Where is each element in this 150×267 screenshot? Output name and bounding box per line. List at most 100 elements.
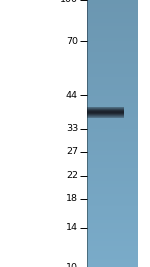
Bar	[87, 237, 138, 238]
Bar	[87, 57, 138, 58]
Bar	[87, 33, 138, 34]
Bar	[87, 226, 138, 227]
Bar	[87, 256, 138, 257]
Bar	[87, 0, 88, 267]
Bar	[87, 125, 138, 126]
Bar	[87, 0, 88, 267]
Bar	[87, 62, 138, 63]
Bar	[87, 152, 138, 153]
Bar	[87, 21, 138, 22]
Bar	[87, 190, 138, 191]
Bar	[87, 60, 138, 61]
Bar	[87, 192, 138, 193]
Bar	[87, 85, 138, 86]
Bar	[87, 24, 138, 25]
Bar	[87, 70, 138, 71]
Bar	[87, 165, 138, 166]
Bar	[87, 118, 138, 119]
Bar	[87, 0, 88, 267]
Bar	[87, 217, 138, 218]
Bar	[87, 224, 138, 225]
Bar	[87, 88, 138, 89]
Bar	[87, 98, 138, 99]
Bar	[87, 55, 138, 56]
Bar	[87, 6, 138, 7]
Bar	[87, 156, 138, 157]
Bar	[87, 149, 138, 150]
Bar	[87, 54, 138, 55]
Bar	[87, 146, 138, 147]
Bar	[87, 44, 138, 45]
Bar	[87, 139, 138, 140]
Bar	[87, 115, 138, 116]
Bar	[87, 81, 138, 82]
Bar	[87, 193, 138, 194]
Bar	[87, 0, 88, 267]
Bar	[87, 253, 138, 254]
Bar	[87, 186, 138, 187]
Bar	[87, 244, 138, 245]
Bar	[87, 114, 138, 115]
Bar	[87, 108, 138, 109]
Bar	[87, 40, 138, 41]
Bar	[87, 167, 138, 168]
Bar	[87, 241, 138, 242]
Bar	[87, 208, 138, 209]
Bar	[87, 202, 138, 203]
Bar	[87, 107, 138, 108]
Bar	[87, 222, 138, 223]
Bar	[87, 203, 138, 204]
Bar	[87, 106, 138, 107]
Bar	[87, 171, 138, 172]
Bar	[87, 14, 138, 15]
Bar	[87, 51, 138, 52]
Bar	[87, 39, 138, 40]
Bar	[87, 170, 138, 171]
Bar	[87, 109, 138, 110]
Bar	[87, 67, 138, 68]
Bar	[87, 120, 138, 121]
Bar	[87, 91, 138, 92]
Bar	[87, 0, 88, 267]
Bar	[87, 59, 138, 60]
Bar	[87, 31, 138, 32]
Bar	[87, 105, 138, 106]
Bar	[87, 145, 138, 146]
Bar	[87, 17, 138, 18]
Bar	[87, 0, 88, 267]
Bar	[87, 0, 88, 267]
Bar	[87, 200, 138, 201]
Bar	[87, 9, 138, 10]
Bar	[87, 0, 88, 267]
Bar	[87, 219, 138, 220]
Bar	[87, 26, 138, 27]
Bar	[87, 47, 138, 48]
Bar	[87, 141, 138, 142]
Text: 70: 70	[66, 37, 78, 46]
Bar	[87, 90, 138, 91]
Bar	[87, 117, 138, 118]
Bar	[87, 61, 138, 62]
Bar	[87, 220, 138, 221]
Bar	[87, 0, 88, 267]
Bar	[87, 248, 138, 249]
Bar	[87, 0, 88, 267]
Bar	[87, 64, 138, 65]
Bar	[87, 221, 138, 222]
Bar	[87, 80, 138, 81]
Bar	[87, 2, 138, 3]
Bar	[87, 87, 138, 88]
Bar	[87, 243, 138, 244]
Bar	[87, 164, 138, 165]
Bar	[87, 72, 138, 73]
Bar	[87, 265, 138, 266]
Bar	[87, 58, 138, 59]
Bar	[87, 132, 138, 133]
Bar	[87, 131, 138, 132]
Bar	[87, 103, 138, 104]
Bar	[87, 159, 138, 160]
Bar	[87, 123, 138, 124]
Bar	[87, 157, 138, 158]
Bar	[87, 137, 138, 138]
Bar	[87, 251, 138, 252]
